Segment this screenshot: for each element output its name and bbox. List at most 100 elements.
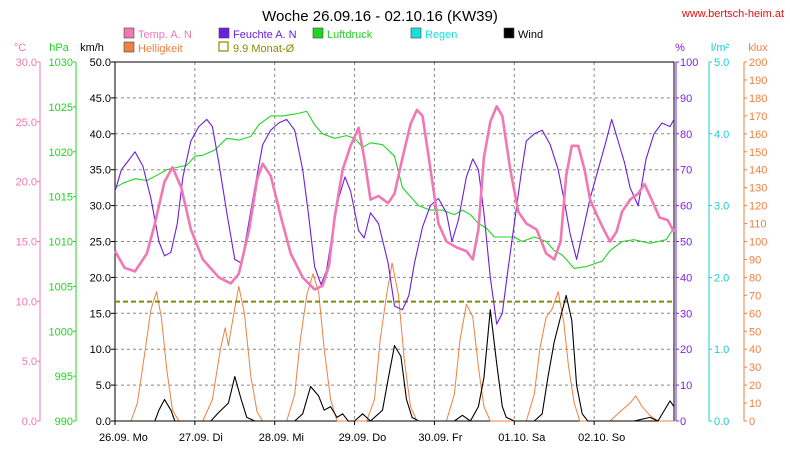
legend-label-temp: Temp. A. N: [138, 29, 192, 41]
klux-tick-label: 60: [749, 308, 761, 320]
hpa-tick-label: 1000: [49, 326, 73, 338]
temp-tick-label: 25.0: [16, 117, 37, 129]
lm2-tick-label: 1.0: [714, 344, 729, 356]
hpa-tick-label: 1015: [49, 192, 73, 204]
kmh-tick-label: 20.0: [90, 272, 111, 284]
klux-tick-label: 150: [749, 147, 767, 159]
hpa-tick-label: 1005: [49, 281, 73, 293]
x-tick-label: 26.09. Mo: [99, 432, 148, 444]
pct-tick-label: 90: [680, 93, 692, 105]
chart-title: Woche 26.09.16 - 02.10.16 (KW39): [262, 8, 498, 25]
x-tick-label: 29.09. Do: [339, 432, 387, 444]
kmh-tick-label: 25.0: [90, 237, 111, 249]
klux-tick-label: 20: [749, 380, 761, 392]
legend-swatch-wind: [503, 27, 515, 39]
legend-label-helligkeit: Helligkeit: [138, 43, 183, 55]
axis-unit-pct: %: [675, 42, 685, 54]
x-tick-label: 27.09. Di: [179, 432, 223, 444]
x-tick-label: 28.09. Mi: [259, 432, 304, 444]
pct-tick-label: 10: [680, 380, 692, 392]
hpa-tick-label: 1010: [49, 237, 73, 249]
pct-tick-label: 100: [680, 57, 698, 69]
lm2-tick-label: 2.0: [714, 272, 729, 284]
x-tick-label: 30.09. Fr: [418, 432, 462, 444]
axis-unit-kmh: km/h: [80, 42, 104, 54]
kmh-tick-label: 35.0: [90, 165, 111, 177]
pct-tick-label: 20: [680, 344, 692, 356]
legend-label-wind: Wind: [518, 29, 543, 41]
temp-tick-label: 30.0: [16, 57, 37, 69]
pct-tick-label: 50: [680, 237, 692, 249]
klux-tick-label: 100: [749, 237, 767, 249]
kmh-tick-label: 30.0: [90, 201, 111, 213]
hpa-tick-label: 995: [55, 371, 73, 383]
legend-swatch-helligkeit: [123, 41, 135, 53]
kmh-tick-label: 15.0: [90, 308, 111, 320]
legend-swatch-temp: [123, 27, 135, 39]
legend-label-feuchte: Feuchte A. N: [233, 29, 297, 41]
axis-unit-lm2: l/m²: [711, 42, 730, 54]
pct-tick-label: 80: [680, 129, 692, 141]
klux-tick-label: 200: [749, 57, 767, 69]
axis-unit-temp: °C: [14, 42, 26, 54]
legend-label-regen: Regen: [425, 29, 457, 41]
temp-tick-label: 5.0: [22, 356, 37, 368]
pct-tick-label: 0: [680, 416, 686, 428]
klux-tick-label: 50: [749, 326, 761, 338]
klux-tick-label: 10: [749, 398, 761, 410]
pct-tick-label: 70: [680, 165, 692, 177]
series-line-luftdruck: [114, 110, 675, 269]
temp-tick-label: 10.0: [16, 296, 37, 308]
axis-unit-klux: klux: [748, 42, 768, 54]
legend-swatch-regen: [410, 27, 422, 39]
axis-unit-hpa: hPa: [49, 42, 69, 54]
klux-tick-label: 110: [749, 219, 767, 231]
legend-swatch-feuchte: [218, 27, 230, 39]
hpa-tick-label: 1020: [49, 147, 73, 159]
site-url: www.bertsch-heim.at: [681, 8, 784, 20]
klux-tick-label: 130: [749, 183, 767, 195]
klux-tick-label: 0: [749, 416, 755, 428]
hpa-tick-label: 1025: [49, 102, 73, 114]
hpa-tick-label: 1030: [49, 57, 73, 69]
klux-tick-label: 140: [749, 165, 767, 177]
legend-label-luftdruck: Luftdruck: [327, 29, 373, 41]
pct-tick-label: 60: [680, 201, 692, 213]
series-line-wind: [115, 294, 675, 422]
lm2-tick-label: 4.0: [714, 129, 729, 141]
klux-tick-label: 170: [749, 111, 767, 123]
lm2-tick-label: 3.0: [714, 201, 729, 213]
lm2-tick-label: 0.0: [714, 416, 729, 428]
series-line-temp: [113, 105, 676, 291]
temp-tick-label: 15.0: [16, 237, 37, 249]
series-line-helligkeit: [115, 262, 674, 422]
hpa-tick-label: 990: [55, 416, 73, 428]
pct-tick-label: 30: [680, 308, 692, 320]
legend-swatch-luftdruck: [312, 27, 324, 39]
pct-tick-label: 40: [680, 272, 692, 284]
klux-tick-label: 190: [749, 75, 767, 87]
kmh-tick-label: 45.0: [90, 93, 111, 105]
series-line-feuchte: [114, 118, 675, 325]
kmh-tick-label: 5.0: [96, 380, 111, 392]
x-tick-label: 02.10. So: [578, 432, 625, 444]
legend-swatch-monat: [218, 41, 229, 52]
temp-tick-label: 0.0: [22, 416, 37, 428]
temp-tick-label: 20.0: [16, 177, 37, 189]
klux-tick-label: 80: [749, 272, 761, 284]
kmh-tick-label: 40.0: [90, 129, 111, 141]
kmh-tick-label: 10.0: [90, 344, 111, 356]
klux-tick-label: 120: [749, 201, 767, 213]
klux-tick-label: 180: [749, 93, 767, 105]
kmh-tick-label: 50.0: [90, 57, 111, 69]
legend-label-monat: 9.9 Monat-Ø: [233, 43, 295, 55]
klux-tick-label: 160: [749, 129, 767, 141]
x-tick-label: 01.10. Sa: [498, 432, 546, 444]
klux-tick-label: 30: [749, 362, 761, 374]
klux-tick-label: 90: [749, 254, 761, 266]
lm2-tick-label: 5.0: [714, 57, 729, 69]
klux-tick-label: 40: [749, 344, 761, 356]
klux-tick-label: 70: [749, 290, 761, 302]
